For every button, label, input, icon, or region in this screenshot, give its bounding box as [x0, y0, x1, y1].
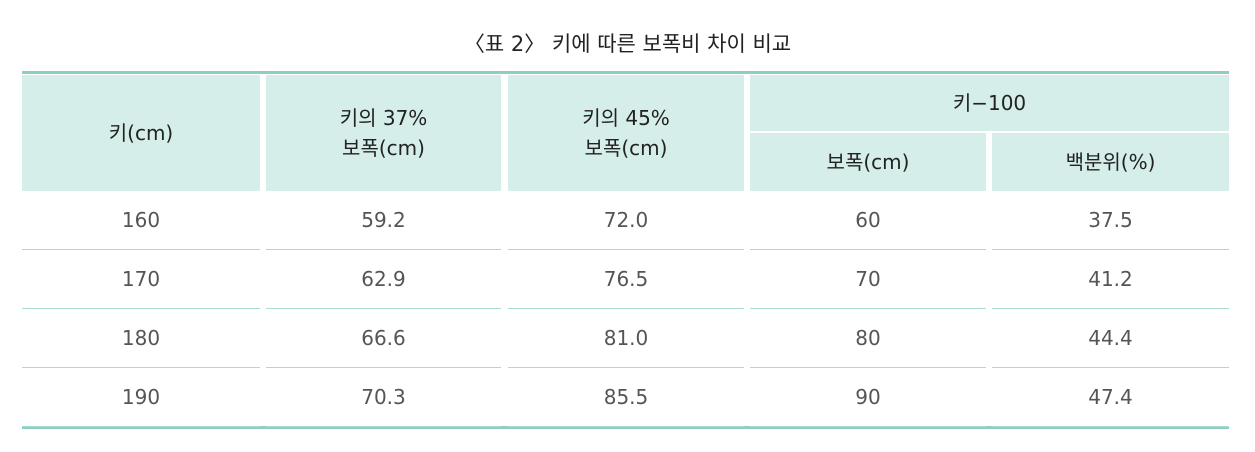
- data-cell: 180: [22, 309, 260, 368]
- data-cell: 62.9: [266, 250, 501, 309]
- data-cell: 160: [22, 191, 260, 250]
- subheader-cell: 백분위(%): [992, 133, 1229, 191]
- data-cell: 44.4: [992, 309, 1229, 368]
- header-cell: 키의 37% 보폭(cm): [266, 75, 501, 191]
- data-cell: 70: [750, 250, 986, 309]
- data-cell: 59.2: [266, 191, 501, 250]
- data-cell: 66.6: [266, 309, 501, 368]
- header-cell: 키(cm): [22, 75, 260, 191]
- data-cell: 70.3: [266, 368, 501, 427]
- data-cell: 90: [750, 368, 986, 427]
- header-text: 키(cm): [108, 121, 174, 145]
- group-header: 키−100: [750, 75, 1229, 131]
- data-cell: 80: [750, 309, 986, 368]
- data-cell: 170: [22, 250, 260, 309]
- top-rule: [22, 71, 1229, 74]
- header-text: 보폭(cm): [584, 136, 668, 160]
- data-cell: 37.5: [992, 191, 1229, 250]
- data-cell: 47.4: [992, 368, 1229, 427]
- header-cell: 키의 45% 보폭(cm): [508, 75, 744, 191]
- data-cell: 41.2: [992, 250, 1229, 309]
- data-cell: 81.0: [508, 309, 744, 368]
- header-text: 키의 37%: [339, 106, 428, 130]
- header-text: 보폭(cm): [342, 136, 425, 160]
- data-cell: 76.5: [508, 250, 744, 309]
- bottom-rule: [22, 426, 1229, 429]
- data-cell: 190: [22, 368, 260, 427]
- header-text: 키의 45%: [582, 106, 670, 130]
- data-cell: 60: [750, 191, 986, 250]
- data-cell: 85.5: [508, 368, 744, 427]
- data-cell: 72.0: [508, 191, 744, 250]
- subheader-cell: 보폭(cm): [750, 133, 986, 191]
- table-title: 〈표 2〉 키에 따른 보폭비 차이 비교: [463, 32, 792, 56]
